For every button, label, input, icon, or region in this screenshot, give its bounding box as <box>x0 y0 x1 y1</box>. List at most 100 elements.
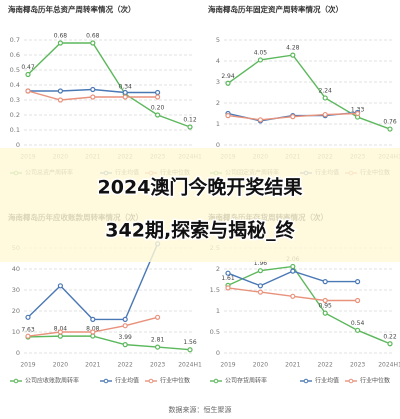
x-tick-label: 2019 <box>220 362 235 369</box>
point <box>57 329 64 335</box>
point <box>225 285 231 291</box>
y-tick-label: 0.3 <box>10 96 20 104</box>
point <box>122 89 128 96</box>
legend-label: 公司存货周转率 <box>225 377 267 385</box>
point <box>290 263 296 270</box>
x-tick-label: 2023 <box>350 362 365 369</box>
point <box>225 80 231 86</box>
y-tick-label: 30 <box>12 286 20 294</box>
point <box>155 344 161 350</box>
x-tick-label: 2021 <box>85 362 100 369</box>
legend-label: 行业均值 <box>115 377 139 385</box>
legend-label: 公司应收账款周转率 <box>25 377 79 385</box>
series-line <box>227 54 391 130</box>
banner-line: 342期,探索与揭秘_终 <box>105 219 295 242</box>
legend-marker <box>348 378 354 384</box>
y-tick-label: 0.1 <box>10 126 20 134</box>
point <box>355 279 361 285</box>
point <box>90 333 96 339</box>
point <box>25 71 31 78</box>
chart-title: 海南椰岛历年固定资产周转率情况（次） <box>208 4 343 14</box>
y-tick-label: 0 <box>16 349 20 357</box>
value-label: 1.56 <box>183 339 197 346</box>
x-tick-label: 2020 <box>53 362 68 369</box>
point <box>57 333 64 339</box>
legend-label: 行业中位数 <box>160 377 190 385</box>
value-label: 0.12 <box>183 117 197 124</box>
legend-marker <box>213 378 219 384</box>
value-label: 0.47 <box>21 64 35 71</box>
point <box>257 57 263 63</box>
y-tick-label: 1 <box>216 307 220 315</box>
chart-title: 海南椰岛历年总资产周转率情况（次） <box>8 4 136 14</box>
legend-label: 行业中位数 <box>360 377 390 385</box>
y-tick-label: 1 <box>216 120 220 128</box>
point <box>155 89 161 96</box>
point <box>225 270 231 276</box>
point <box>322 95 328 101</box>
legend-marker <box>103 378 109 384</box>
y-tick-label: 40 <box>12 265 20 273</box>
point <box>25 314 31 320</box>
value-label: 2.24 <box>319 87 333 94</box>
point <box>90 329 96 335</box>
value-label: 4.05 <box>254 49 268 56</box>
series-line <box>27 42 191 128</box>
point <box>155 94 161 100</box>
point <box>257 289 263 295</box>
x-tick-label: 2021 <box>285 362 300 369</box>
point <box>257 117 263 123</box>
value-label: 0.34 <box>119 84 133 91</box>
legend-marker <box>148 378 154 384</box>
y-tick-label: 0 <box>216 349 220 357</box>
point <box>90 40 96 46</box>
point <box>57 40 64 46</box>
point <box>322 310 328 316</box>
point <box>290 293 296 299</box>
value-label: 0.95 <box>319 303 333 310</box>
y-tick-label: 0.4 <box>10 81 20 89</box>
value-label: 8.04 <box>54 326 68 333</box>
point <box>57 283 64 289</box>
value-label: 4.28 <box>286 45 300 52</box>
y-tick-label: 5 <box>216 36 220 44</box>
point <box>290 114 296 120</box>
x-tick-label: 2020 <box>253 362 268 369</box>
point <box>155 112 161 118</box>
y-tick-label: 1.5 <box>210 286 220 294</box>
point <box>122 323 128 329</box>
point <box>187 347 193 353</box>
value-label: 0.20 <box>151 105 165 112</box>
value-label: 0.68 <box>54 33 68 40</box>
point <box>225 112 231 119</box>
value-label: 0.76 <box>383 119 397 126</box>
value-label: 1.61 <box>221 275 235 282</box>
banner-band <box>0 148 400 262</box>
y-tick-label: 0 <box>16 141 20 149</box>
point <box>90 86 96 93</box>
y-tick-label: 0.5 <box>210 328 220 336</box>
y-tick-label: 2 <box>216 265 220 273</box>
point <box>25 333 31 339</box>
point <box>322 297 328 304</box>
point <box>387 341 393 347</box>
point <box>257 268 263 274</box>
point <box>355 327 361 333</box>
legend-marker <box>303 378 309 384</box>
point <box>122 316 128 322</box>
point <box>290 268 296 274</box>
banner-line: 2024澳门今晚开奖结果 <box>98 176 303 199</box>
y-tick-label: 4 <box>216 57 220 65</box>
series-line <box>27 335 191 351</box>
value-label: 0.22 <box>383 333 397 340</box>
point <box>57 97 64 103</box>
legend-label: 行业均值 <box>315 377 339 385</box>
x-tick-label: 2024H1 <box>178 362 202 369</box>
x-tick-label: 2022 <box>318 362 333 369</box>
x-tick-label: 2023 <box>150 362 165 369</box>
point <box>155 314 161 320</box>
legend-marker <box>13 378 19 384</box>
y-tick-label: 0 <box>216 141 220 149</box>
point <box>57 88 64 94</box>
